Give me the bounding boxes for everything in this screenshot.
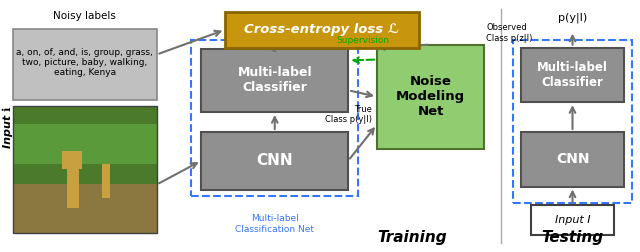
FancyBboxPatch shape — [521, 48, 624, 102]
Text: Multi-label
Classifier: Multi-label Classifier — [237, 66, 312, 94]
Text: a, on, of, and, is, group, grass,
two, picture, baby, walking,
eating, Kenya: a, on, of, and, is, group, grass, two, p… — [16, 48, 153, 77]
Text: True
Class p(y|I): True Class p(y|I) — [325, 105, 372, 124]
FancyBboxPatch shape — [13, 29, 157, 100]
Bar — [13, 183, 157, 233]
FancyBboxPatch shape — [377, 45, 484, 149]
Text: Observed
Class p(z|I): Observed Class p(z|I) — [486, 23, 532, 43]
Bar — [13, 106, 157, 233]
Text: Noisy labels: Noisy labels — [53, 11, 116, 21]
Text: Testing: Testing — [541, 230, 604, 245]
Bar — [67, 159, 79, 208]
Bar — [62, 151, 82, 169]
Text: Training: Training — [377, 230, 447, 245]
Text: p(y|I): p(y|I) — [558, 12, 587, 23]
Text: Noise
Modeling
Net: Noise Modeling Net — [396, 75, 465, 118]
FancyBboxPatch shape — [521, 132, 624, 186]
Text: Supervision: Supervision — [336, 36, 389, 45]
Text: CNN: CNN — [556, 152, 589, 166]
Text: Input I: Input I — [555, 215, 590, 225]
FancyBboxPatch shape — [202, 132, 348, 190]
Bar — [13, 124, 157, 164]
FancyBboxPatch shape — [225, 12, 419, 48]
Text: CNN: CNN — [257, 153, 293, 168]
Bar — [13, 106, 157, 183]
Text: Multi-label
Classifier: Multi-label Classifier — [537, 61, 608, 89]
Text: Multi-label
Classification Net: Multi-label Classification Net — [236, 214, 314, 234]
Text: Cross-entropy loss ℒ: Cross-entropy loss ℒ — [244, 23, 399, 36]
FancyBboxPatch shape — [202, 49, 348, 112]
Bar — [102, 164, 110, 199]
Text: Input ℹ: Input ℹ — [3, 106, 13, 148]
FancyBboxPatch shape — [531, 205, 614, 235]
